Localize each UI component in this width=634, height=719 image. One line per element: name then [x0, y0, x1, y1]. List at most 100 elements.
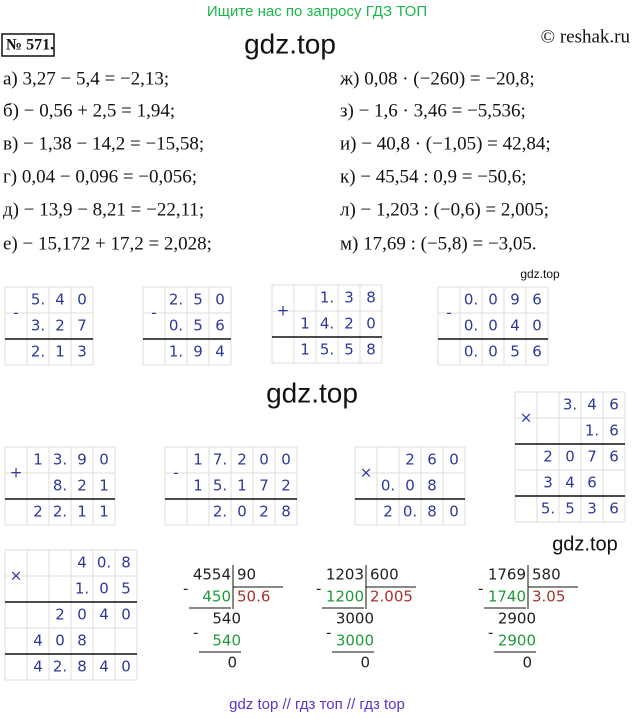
digit: 3	[77, 343, 87, 361]
digit: 3	[587, 500, 597, 518]
digit: 5	[193, 291, 203, 309]
digit: 1.	[585, 422, 599, 440]
digit: 8	[121, 554, 131, 572]
equation: в) − 1,38 − 14,2 = −15,58;	[3, 133, 204, 154]
digit: 0	[565, 448, 575, 466]
digit: 2	[405, 451, 415, 469]
digit: 1	[193, 451, 203, 469]
digit: 0	[55, 632, 65, 650]
watermark: gdz.top	[520, 267, 560, 281]
operation-sign: ×	[360, 464, 373, 482]
number-box	[1, 33, 55, 57]
digit: 6	[532, 343, 542, 361]
equation: л) − 1,203 : (−0,6) = 2,005;	[340, 199, 549, 220]
problem-number: № 571.	[6, 37, 54, 54]
operation-sign: -	[446, 304, 451, 322]
dividend: 1769	[488, 566, 526, 584]
step: 450	[202, 588, 231, 606]
digit: 1	[300, 315, 310, 333]
equation: е) − 15,172 + 17,2 = 2,028;	[3, 233, 212, 254]
digit: 0	[99, 580, 109, 598]
digit: 4	[587, 396, 597, 414]
digit: 5.	[541, 500, 555, 518]
digit: 0	[121, 658, 131, 676]
digit: 0.	[464, 343, 478, 361]
watermark: gdz.top	[552, 533, 618, 555]
watermark: gdz.top	[244, 28, 336, 59]
step: 3000	[336, 610, 374, 628]
operation-sign: ×	[520, 409, 533, 427]
digit: 3	[344, 289, 354, 307]
digit: 5	[565, 500, 575, 518]
digit: 8	[427, 477, 437, 495]
digit: 0	[237, 503, 247, 521]
digit: 2	[344, 315, 354, 333]
step: 1740	[488, 588, 526, 606]
operation-sign: -	[13, 304, 18, 322]
step: 2900	[498, 610, 536, 628]
digit: 0	[121, 606, 131, 624]
digit: 0.	[97, 554, 111, 572]
remainder: 0	[360, 654, 370, 672]
digit: 2.	[53, 503, 67, 521]
digit: 1	[237, 477, 247, 495]
digit: 1.	[320, 289, 334, 307]
digit: 4	[99, 606, 109, 624]
digit: 0	[532, 317, 542, 335]
digit: 3.	[31, 317, 45, 335]
digit: 0	[281, 451, 291, 469]
digit: 7	[587, 448, 597, 466]
quotient: 3.05	[532, 588, 565, 606]
operation-sign: ×	[10, 567, 23, 585]
equation: ж) 0,08 · (−260) = −20,8;	[339, 68, 535, 89]
digit: 6	[587, 474, 597, 492]
digit: 9	[510, 291, 520, 309]
digit: 6	[609, 448, 619, 466]
digit: 1	[55, 343, 65, 361]
digit: 5.	[320, 341, 334, 359]
quotient: 50.6	[237, 588, 270, 606]
digit: 8	[366, 289, 376, 307]
footer: gdz top // гдз топ // гдз top	[229, 696, 405, 713]
digit: 6	[427, 451, 437, 469]
digit: 4	[565, 474, 575, 492]
step: 2900	[498, 632, 536, 650]
digit: 4.	[320, 315, 334, 333]
digit: 6	[609, 396, 619, 414]
digit: 9	[77, 451, 87, 469]
operation-sign: +	[277, 302, 290, 320]
digit: 4	[33, 632, 43, 650]
equation: б) − 0,56 + 2,5 = 1,94;	[3, 100, 175, 121]
digit: 2	[237, 451, 247, 469]
digit: 2	[259, 503, 269, 521]
digit: 1	[99, 503, 109, 521]
digit: 5.	[213, 477, 227, 495]
digit: 2	[55, 606, 65, 624]
digit: 4	[77, 554, 87, 572]
minus-sign: -	[316, 580, 321, 598]
operation-sign: +	[10, 464, 23, 482]
step: 1200	[326, 588, 364, 606]
digit: 0.	[464, 317, 478, 335]
equation: д) − 13,9 − 8,21 = −22,11;	[3, 199, 204, 220]
digit: 8	[366, 341, 376, 359]
step: 3000	[336, 632, 374, 650]
digit: 1.	[75, 580, 89, 598]
digit: 5	[344, 341, 354, 359]
digit: 3.	[53, 451, 67, 469]
digit: 3	[543, 474, 553, 492]
digit: 0	[488, 343, 498, 361]
dividend: 4554	[193, 566, 231, 584]
digit: 4	[55, 291, 65, 309]
minus-sign: -	[183, 580, 188, 598]
equation: г) 0,04 − 0,096 = −0,056;	[3, 166, 197, 187]
digit: 6	[609, 500, 619, 518]
digit: 6	[609, 422, 619, 440]
digit: 4	[215, 343, 225, 361]
digit: 0.	[169, 317, 183, 335]
digit: 1	[99, 477, 109, 495]
digit: 0	[366, 315, 376, 333]
digit: 1	[33, 451, 43, 469]
remainder: 0	[227, 654, 237, 672]
